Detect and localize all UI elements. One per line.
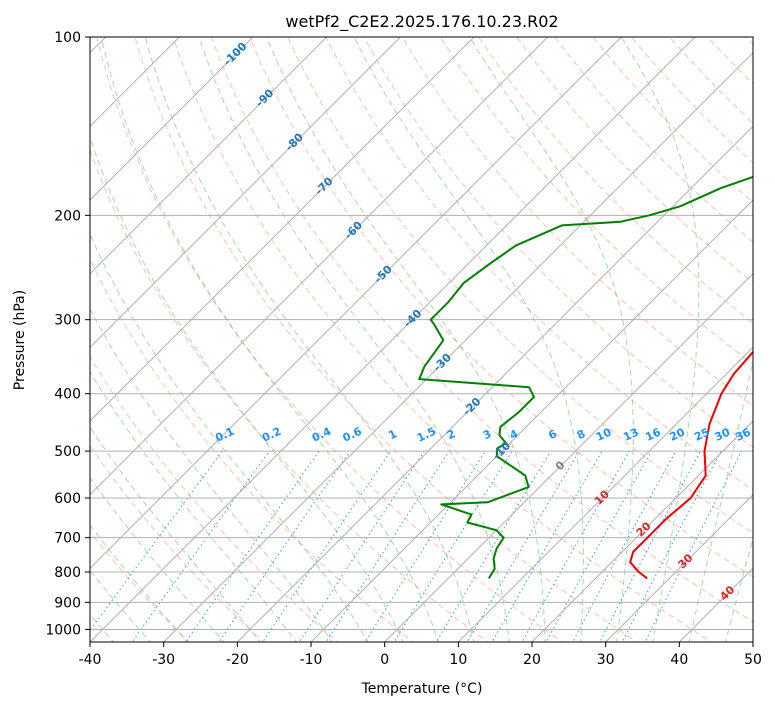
x-tick-label: -30 — [152, 652, 175, 668]
x-axis-label: Temperature (°C) — [361, 681, 483, 697]
x-axis: -40 -30 -20 -10 0 10 20 30 40 50 — [79, 642, 762, 668]
mixing-ratio-line — [393, 450, 513, 642]
x-tick-label: 30 — [597, 652, 615, 668]
isotherm — [605, 493, 753, 642]
x-tick-label: 20 — [523, 652, 541, 668]
isotherm — [90, 37, 549, 496]
y-axis-label: Pressure (hPa) — [12, 290, 28, 390]
x-tick-label: -10 — [300, 652, 323, 668]
x-tick-label: 0 — [380, 652, 389, 668]
isotherm — [163, 51, 753, 642]
moist-adiabat — [90, 232, 369, 642]
mixing-ratio-label: 10 — [594, 425, 614, 443]
y-tick-label: 200 — [54, 208, 81, 224]
moist-adiabat — [90, 135, 404, 642]
y-tick-label: 600 — [54, 491, 81, 507]
isotherm — [90, 37, 622, 570]
isotherm — [90, 37, 401, 349]
chart-title: wetPf2_C2E2.2025.176.10.23.R02 — [285, 12, 558, 32]
mixing-ratio-line — [298, 450, 425, 642]
mixing-ratio-line — [521, 450, 630, 642]
mixing-ratio-line — [435, 450, 552, 642]
y-tick-label: 800 — [54, 565, 81, 581]
x-tick-label: 10 — [449, 652, 467, 668]
dry-adiabat — [248, 37, 753, 578]
mixing-ratio-line — [621, 450, 722, 642]
mixing-ratio-label: 25 — [692, 426, 711, 444]
x-tick-label: 50 — [744, 652, 762, 668]
dry-adiabat — [90, 258, 414, 642]
mixing-ratio-line — [644, 450, 743, 642]
mixing-ratio-label: 20 — [668, 425, 688, 443]
x-tick-label: 40 — [670, 652, 688, 668]
isotherm — [90, 37, 475, 422]
isotherm — [236, 125, 753, 642]
isotherm — [531, 420, 753, 642]
y-axis: 100 200 300 400 500 600 700 800 900 1000 — [45, 30, 90, 638]
isotherm — [90, 37, 254, 201]
dewpoint-profile — [418, 175, 753, 579]
y-tick-label: 400 — [54, 387, 81, 403]
mixing-ratio-label: 13 — [621, 426, 640, 444]
y-tick-label: 900 — [54, 595, 81, 611]
mixing-ratio-line — [218, 450, 351, 642]
mixing-ratio-line — [90, 450, 223, 632]
isotherm — [310, 199, 753, 642]
plot-frame — [89, 36, 754, 643]
isotherm — [457, 346, 753, 642]
y-tick-label: 1000 — [45, 622, 81, 638]
isotherm — [384, 272, 753, 642]
temperature-profile — [629, 350, 753, 580]
y-tick-label: 500 — [54, 444, 81, 460]
dry-adiabat — [90, 148, 489, 642]
y-tick-label: 100 — [54, 30, 81, 46]
mixing-ratio-line — [325, 450, 450, 642]
y-tick-label: 700 — [54, 531, 81, 547]
isotherm — [90, 37, 328, 275]
dry-adiabat — [287, 37, 753, 534]
y-tick-label: 300 — [54, 313, 81, 329]
series-lines — [418, 175, 753, 580]
dry-adiabat — [325, 37, 753, 491]
mixing-ratio-label: 36 — [733, 425, 753, 443]
mixing-ratio-label: 16 — [643, 425, 663, 443]
isotherm — [90, 37, 696, 642]
mixing-ratio-label: 30 — [713, 425, 733, 443]
x-tick-label: -20 — [226, 652, 249, 668]
grid-lines — [90, 37, 753, 642]
x-tick-label: -40 — [79, 652, 102, 668]
